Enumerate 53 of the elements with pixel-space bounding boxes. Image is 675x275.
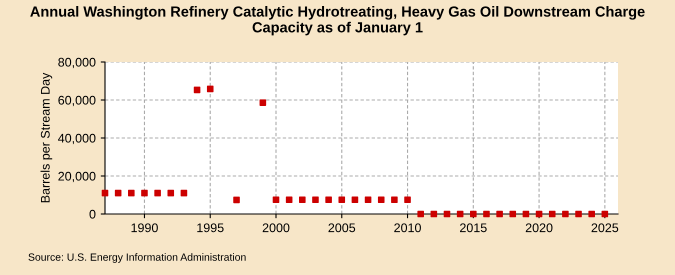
x-tick-label: 1995: [197, 223, 224, 232]
point: [391, 196, 398, 204]
point: [312, 196, 319, 204]
chart-title: Annual Washington Refinery Catalytic Hydrotreating, Heavy Gas Oil Downstream Charge Capacity as of January 1: [30, 6, 645, 36]
point: [364, 196, 372, 204]
point: [260, 99, 266, 106]
x-tick-label: 2025: [592, 223, 618, 232]
point: [167, 190, 174, 196]
y-tick-label: 60,000: [58, 96, 96, 106]
point: [588, 210, 595, 218]
x-tick-label: 2015: [460, 223, 487, 232]
point: [404, 196, 411, 204]
x-tick-label: 2005: [328, 223, 356, 232]
point: [483, 210, 490, 218]
point: [102, 190, 108, 196]
point: [194, 86, 200, 94]
y-tick-label: 40,000: [58, 134, 96, 144]
point: [352, 196, 358, 204]
point: [417, 210, 424, 218]
point: [286, 196, 292, 204]
x-tick-label: 1990: [132, 223, 158, 232]
y-tick-label: 80,000: [58, 58, 96, 68]
point: [522, 210, 530, 218]
y-tick-label: 20,000: [58, 172, 96, 182]
x-tick-label: 2000: [262, 223, 290, 232]
point: [233, 196, 240, 204]
point: [128, 190, 135, 196]
y-tick-label: 0: [90, 210, 96, 219]
point: [299, 196, 306, 204]
point: [430, 210, 438, 218]
point: [338, 196, 346, 204]
point: [325, 196, 332, 204]
point: [272, 196, 280, 204]
point: [444, 210, 450, 218]
point: [602, 210, 608, 218]
point: [548, 210, 556, 218]
point: [456, 210, 464, 218]
point: [509, 210, 516, 218]
x-tick-label: 2020: [526, 223, 552, 232]
point: [378, 196, 385, 204]
point: [154, 190, 161, 196]
point: [180, 190, 188, 196]
point: [470, 210, 477, 218]
x-tick-label: 2010: [394, 223, 421, 232]
point: [141, 190, 148, 196]
point: [575, 210, 582, 218]
y-axis-title: Barrels per Stream Day: [40, 72, 52, 202]
point: [114, 190, 122, 196]
source-note: Source: U.S. Energy Information Administration: [28, 253, 246, 263]
point: [536, 210, 542, 218]
point: [206, 86, 214, 92]
point: [496, 210, 503, 218]
point: [562, 210, 569, 218]
